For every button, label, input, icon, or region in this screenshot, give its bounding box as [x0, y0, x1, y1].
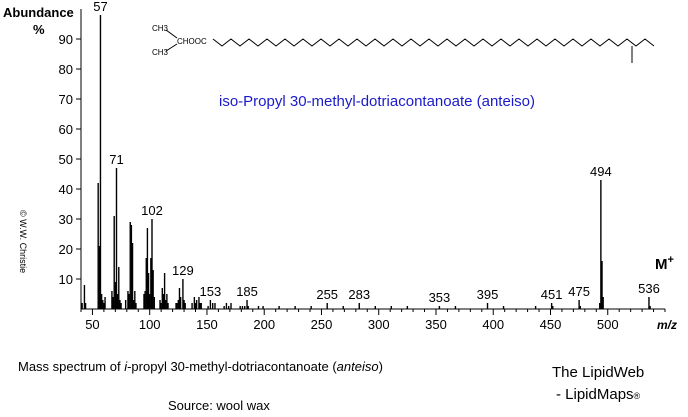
structure-bond-top	[165, 29, 178, 39]
y-tick-label-70: 70	[59, 92, 73, 107]
branding-mark: ®	[633, 391, 641, 401]
x-tick-label-250: 250	[311, 317, 333, 332]
structure-bond-bottom	[165, 43, 178, 52]
peak-label-536: 536	[638, 281, 660, 296]
x-tick-label-300: 300	[368, 317, 390, 332]
y-tick-label-30: 30	[59, 212, 73, 227]
structure-label-ester: CHOOC	[177, 37, 207, 46]
peak-label-255: 255	[316, 287, 338, 302]
caption-middle: -propyl 30-methyl-dotriacontanoate (	[127, 359, 337, 374]
peaks-group	[81, 15, 651, 309]
y-tick-label-10: 10	[59, 272, 73, 287]
peak-label-353: 353	[429, 290, 451, 305]
caption-italic-anteiso: anteiso	[336, 359, 379, 374]
copyright-text: © W.W. Christie	[18, 210, 28, 273]
axes-group: 10 20 30 40 50 60 70 80 90 50 100 150 200 250 300 350 40…	[59, 9, 666, 332]
caption-prefix: Mass spectrum of	[18, 359, 125, 374]
mass-spectrum-chart: Abundance % m/z © W.W. Christie CH3 CHOO…	[3, 0, 677, 332]
peak-label-395: 395	[477, 287, 499, 302]
peak-label-185: 185	[236, 284, 258, 299]
x-tick-label-50: 50	[85, 317, 99, 332]
y-tick-label-20: 20	[59, 242, 73, 257]
molecular-ion-charge: +	[668, 254, 674, 266]
peak-label-451: 451	[541, 287, 563, 302]
x-tick-label-150: 150	[196, 317, 218, 332]
branding-line1: The LipidWeb	[552, 364, 645, 381]
x-tick-label-500: 500	[597, 317, 619, 332]
chart-title: iso-Propyl 30-methyl-dotriacontanoate (a…	[219, 93, 535, 110]
y-tick-label-50: 50	[59, 152, 73, 167]
branding-line2-wrap: - LipidMaps®	[556, 386, 640, 403]
structure-label-ch3-top: CH3	[152, 24, 169, 33]
y-tick-label-90: 90	[59, 32, 73, 47]
molecular-ion-m: M	[655, 256, 668, 273]
molecular-ion-label: M+	[655, 254, 674, 273]
x-tick-label-200: 200	[253, 317, 275, 332]
peak-label-71: 71	[109, 152, 123, 167]
y-axis-unit: %	[33, 22, 45, 37]
branding-line2: - LipidMaps	[556, 386, 634, 403]
x-tick-label-400: 400	[482, 317, 504, 332]
y-tick-label-40: 40	[59, 182, 73, 197]
x-tick-label-450: 450	[540, 317, 562, 332]
peak-label-494: 494	[590, 164, 612, 179]
x-axis-label: m/z	[657, 318, 677, 332]
peak-label-129: 129	[172, 263, 194, 278]
x-tick-label-100: 100	[139, 317, 161, 332]
peak-label-57: 57	[93, 0, 107, 14]
peak-label-102: 102	[141, 203, 163, 218]
peak-label-153: 153	[200, 284, 222, 299]
y-tick-label-60: 60	[59, 122, 73, 137]
peak-labels-group: 57 71 102 129 153 185 255 283 353 395 451 475 494 536	[93, 0, 660, 305]
caption: Mass spectrum of i-propyl 30-methyl-dotr…	[18, 359, 383, 374]
peak-label-475: 475	[568, 284, 590, 299]
caption-italic-i: i	[124, 359, 128, 374]
structure-label-ch3-bottom: CH3	[152, 48, 169, 57]
structure-formula: CH3 CHOOC CH3	[152, 24, 655, 63]
y-axis-label: Abundance	[3, 5, 74, 20]
y-tick-label-80: 80	[59, 62, 73, 77]
caption-suffix: )	[378, 359, 383, 374]
structure-hydrocarbon-chain	[212, 38, 655, 47]
x-tick-label-350: 350	[425, 317, 447, 332]
source-text: Source: wool wax	[168, 398, 270, 413]
peak-label-283: 283	[348, 287, 370, 302]
